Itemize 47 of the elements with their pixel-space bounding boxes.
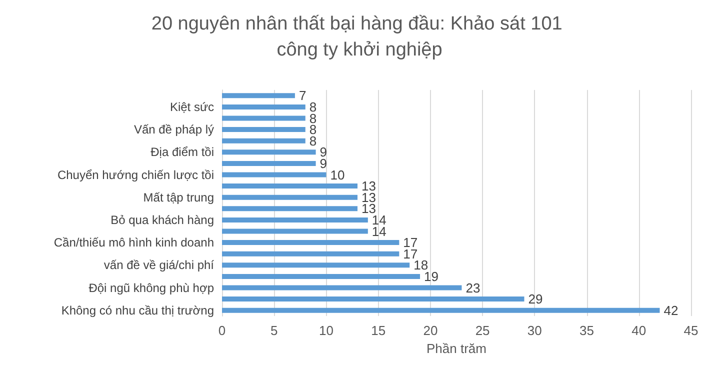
bar [222,285,462,290]
data-label: 42 [664,302,678,318]
y-tick-label: Bỏ qua khách hàng [110,212,214,227]
bar [222,262,410,268]
x-tick-label: 20 [423,323,438,338]
x-axis-title: Phần trăm [426,340,486,356]
y-tick-label: Không có nhu cầu thị trường [61,303,214,318]
y-tick-label: Vấn đề pháp lý [134,122,214,137]
bar [222,127,306,132]
y-tick-label: Kiệt sức [170,100,214,114]
y-tick-label: vấn đề về giá/chi phí [104,258,215,272]
y-tick-label: Cần/thiếu mô hình kinh doanh [54,236,214,250]
bar [222,116,306,121]
bar [222,228,368,234]
x-tick-label: 35 [580,323,594,338]
x-tick-label: 0 [218,323,226,338]
bar [222,251,400,256]
data-label: 29 [528,292,543,307]
data-label: 23 [466,280,480,296]
x-tick-label: 10 [318,323,334,338]
x-tick-label: 5 [270,323,278,338]
y-tick-label: Đội ngũ không phù hợp [88,280,214,295]
y-tick-label: Mất tập trung [143,190,214,204]
bar [222,217,368,222]
bar [222,274,420,279]
y-tick-label: Chuyển hướng chiến lược tồi [57,168,214,182]
data-label: 7 [298,88,306,104]
x-tick-label: 45 [684,323,698,338]
bar [222,184,358,189]
x-tick-label: 25 [475,323,490,338]
y-tick-label: Địa điểm tồi [150,145,214,160]
data-label: 10 [330,167,345,182]
bar [222,150,316,155]
bar [222,160,316,166]
bar [222,104,306,110]
x-tick-label: 15 [371,323,386,338]
bar [222,206,358,212]
bar [222,138,306,144]
x-tick-label: 40 [632,323,646,338]
bar [222,308,660,313]
bar [222,194,358,200]
chart-title: 20 nguyên nhân thất bại hàng đầu: Khảo sát 101 công ty khởi nghiệp [151,14,568,60]
bar [222,240,400,246]
x-tick-label: 30 [527,323,542,338]
bar [222,296,524,302]
bar [222,172,326,178]
bar [222,93,295,98]
